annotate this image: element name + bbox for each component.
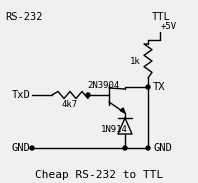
Text: RS-232: RS-232 (5, 12, 43, 22)
Text: TxD: TxD (11, 90, 30, 100)
Text: TTL: TTL (152, 12, 171, 22)
Text: 2N3904: 2N3904 (87, 81, 119, 90)
Text: 1N914: 1N914 (101, 126, 128, 135)
Text: 1k: 1k (130, 57, 141, 66)
Circle shape (146, 146, 150, 150)
Circle shape (30, 146, 34, 150)
Text: GND: GND (11, 143, 30, 153)
Circle shape (86, 93, 90, 97)
Circle shape (146, 85, 150, 89)
Polygon shape (120, 108, 125, 113)
Text: GND: GND (153, 143, 172, 153)
Text: 4k7: 4k7 (62, 100, 78, 109)
Text: +5V: +5V (161, 22, 177, 31)
Text: Cheap RS-232 to TTL: Cheap RS-232 to TTL (35, 170, 163, 180)
Circle shape (123, 146, 127, 150)
Text: TX: TX (153, 82, 166, 92)
